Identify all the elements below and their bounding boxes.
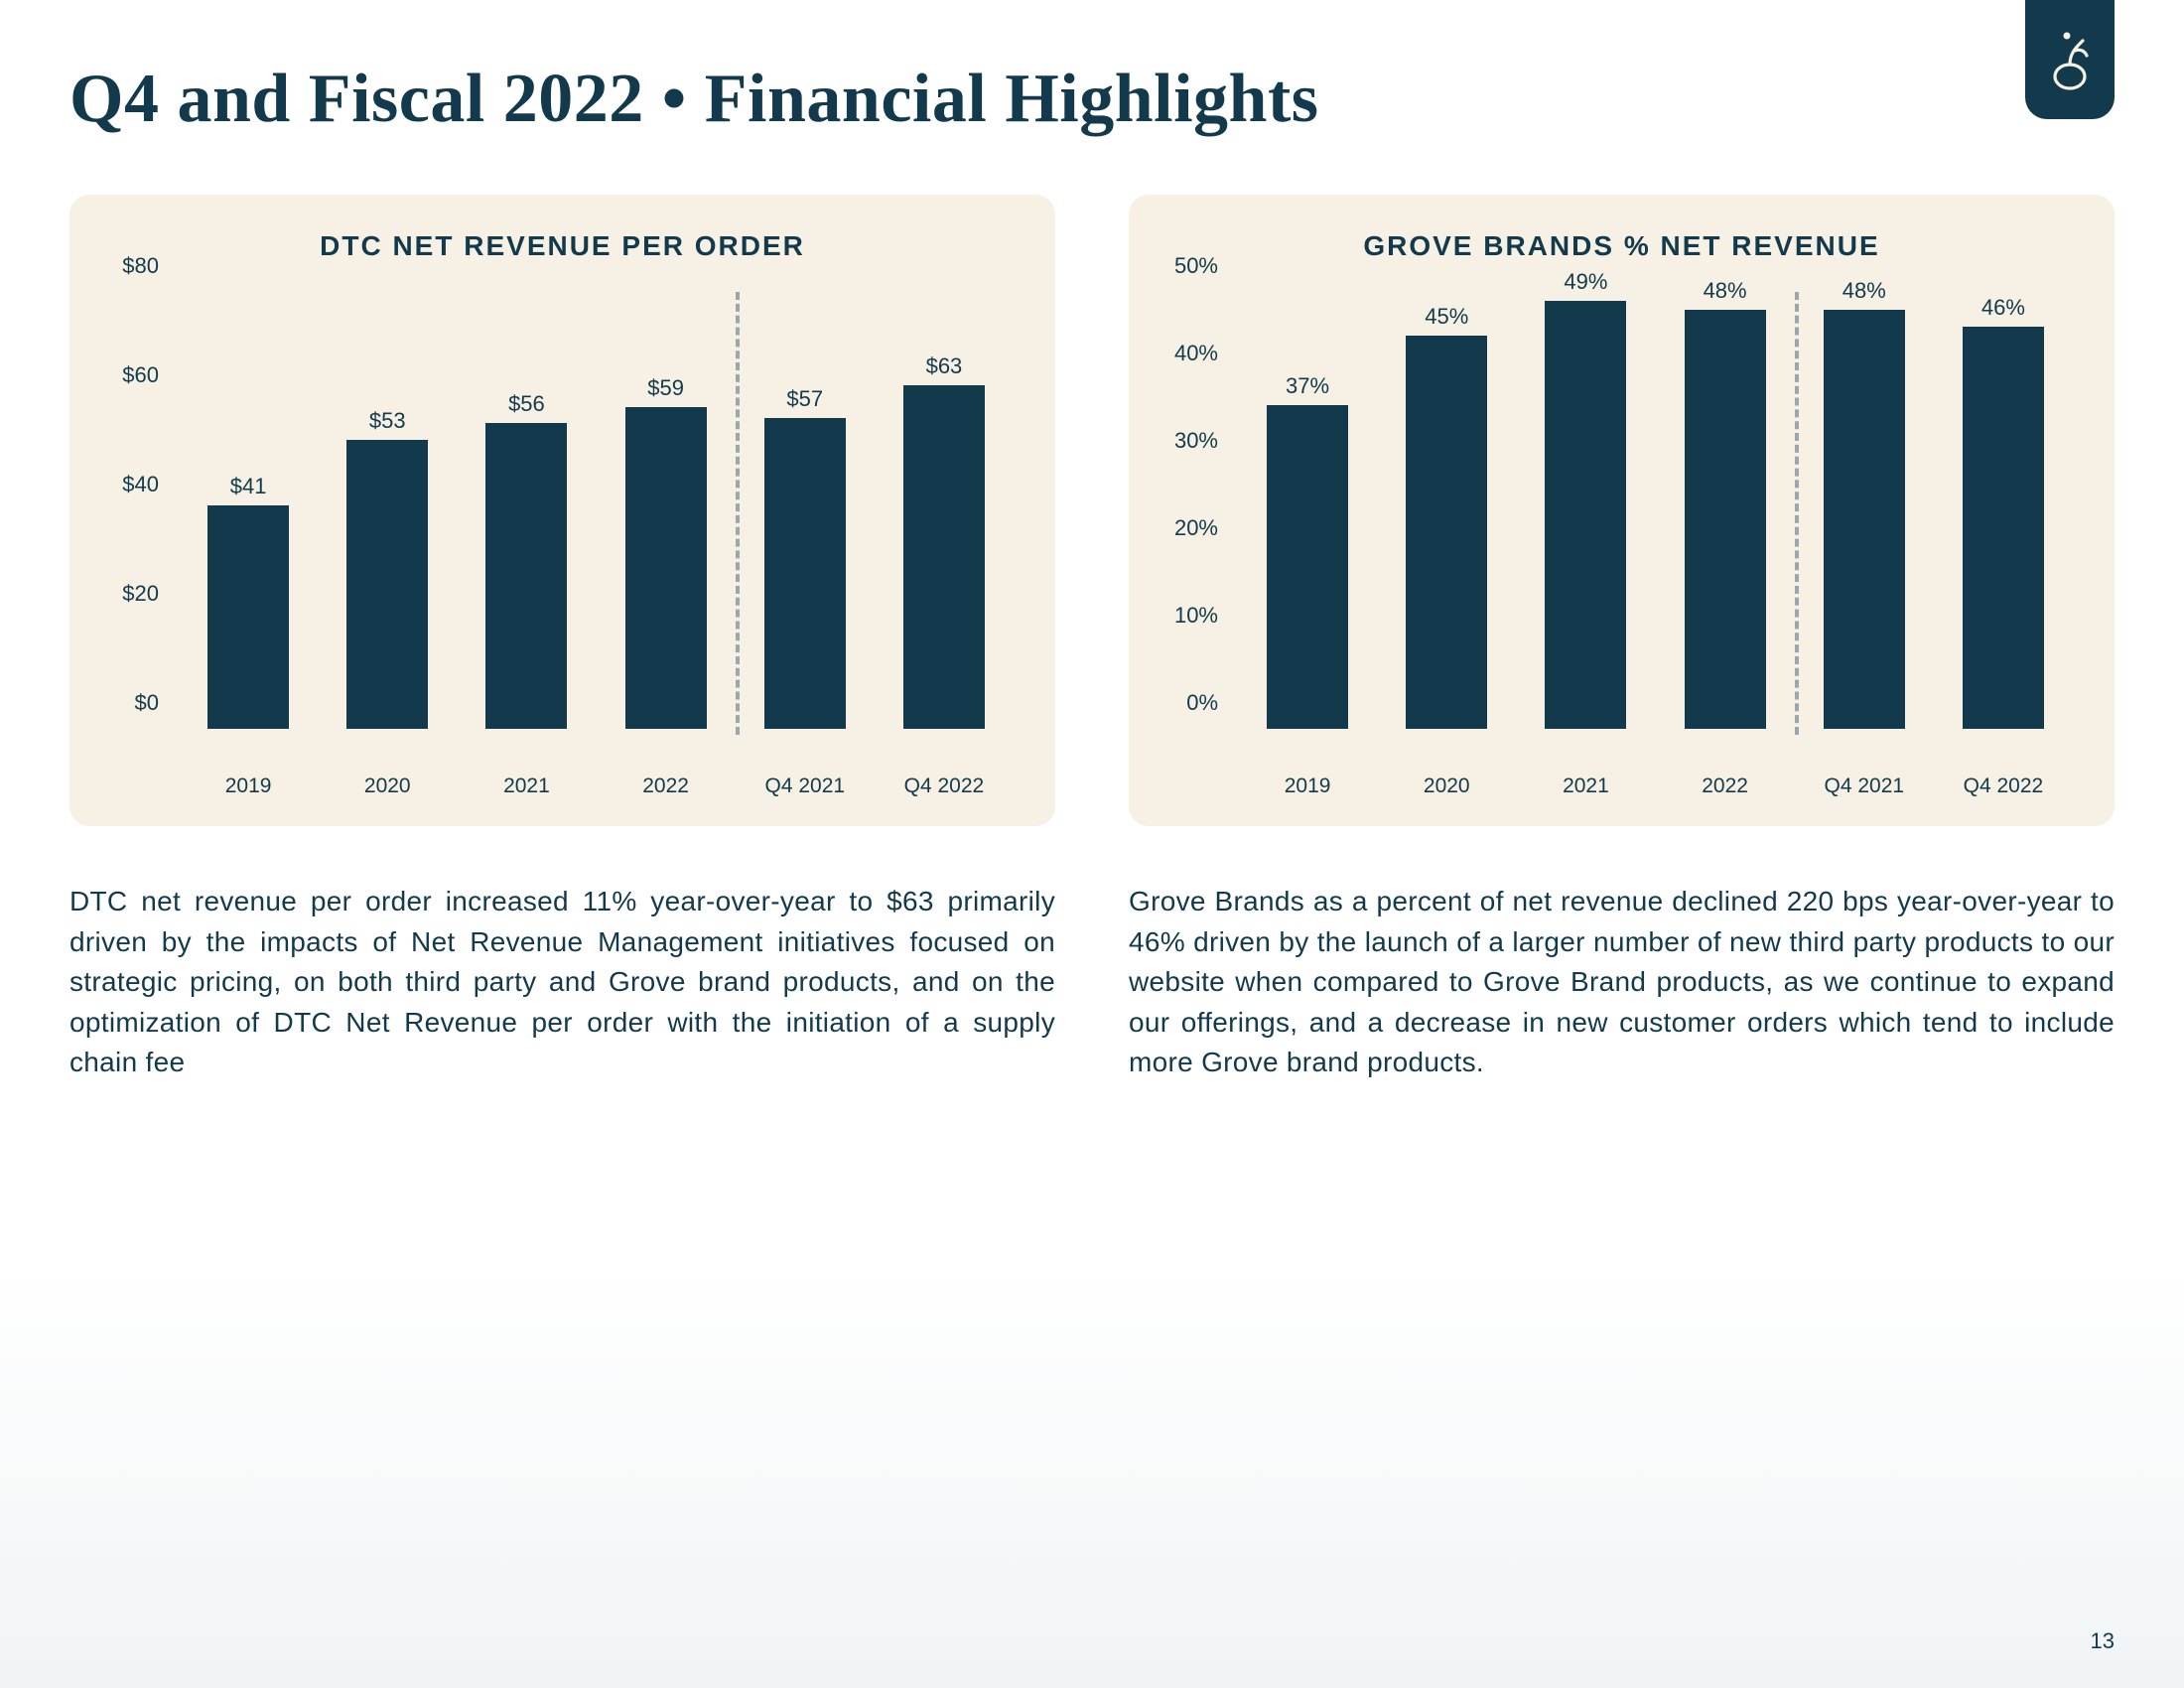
x-label: 2022: [597, 774, 736, 798]
bar-value-label: $63: [926, 353, 963, 379]
bar-slot: $53: [318, 292, 457, 729]
bar-value-label: $41: [230, 474, 267, 499]
x-label: Q4 2021: [1795, 774, 1934, 798]
x-label: 2019: [179, 774, 318, 798]
y-tick: 50%: [1174, 253, 1218, 279]
x-label: 2019: [1238, 774, 1377, 798]
bar-slot: 48%: [1656, 292, 1795, 729]
y-tick: 0%: [1186, 690, 1218, 716]
bar-value-label: 37%: [1286, 373, 1329, 399]
description-right: Grove Brands as a percent of net revenue…: [1129, 882, 2115, 1083]
chart-title-right: GROVE BRANDS % NET REVENUE: [1162, 230, 2081, 262]
y-tick: $40: [122, 472, 159, 497]
x-axis-left: 2019202020212022Q4 2021Q4 2022: [171, 774, 1022, 798]
bar: $63: [903, 385, 985, 730]
bar-slot: $57: [736, 292, 875, 729]
bar-value-label: $57: [786, 386, 823, 412]
x-label: 2021: [1516, 774, 1655, 798]
y-tick: 20%: [1174, 515, 1218, 541]
bar: $56: [485, 423, 567, 729]
bar-value-label: 48%: [1843, 278, 1886, 304]
bar: 46%: [1963, 327, 2044, 729]
x-label: Q4 2022: [1934, 774, 2073, 798]
page-number: 13: [2091, 1628, 2115, 1654]
description-left: DTC net revenue per order increased 11% …: [69, 882, 1055, 1083]
bar: $57: [764, 418, 846, 730]
bar-slot: 46%: [1934, 292, 2073, 729]
page-title: Q4 and Fiscal 2022 • Financial Highlight…: [69, 60, 1319, 139]
y-tick: $0: [135, 690, 159, 716]
y-tick: 30%: [1174, 428, 1218, 454]
bars-left: $41 $53 $56 $59 $57 $63: [171, 292, 1022, 729]
bar: 49%: [1545, 301, 1626, 729]
bar-slot: 37%: [1238, 292, 1377, 729]
bars-right: 37% 45% 49% 48% 48% 46%: [1230, 292, 2081, 729]
bar: $41: [207, 505, 289, 730]
bar-slot: 49%: [1516, 292, 1655, 729]
chart-title-left: DTC NET REVENUE PER ORDER: [103, 230, 1022, 262]
bar-value-label: $53: [369, 408, 406, 434]
y-tick: 40%: [1174, 341, 1218, 366]
bar-value-label: $59: [647, 375, 684, 401]
bar-value-label: 49%: [1564, 269, 1607, 295]
x-label: 2020: [1377, 774, 1516, 798]
x-label: 2020: [318, 774, 457, 798]
y-tick: $20: [122, 581, 159, 607]
x-label: Q4 2021: [736, 774, 875, 798]
chart-card-grove-brands: GROVE BRANDS % NET REVENUE 0% 10% 20% 30% 40…: [1129, 195, 2115, 826]
bar: $53: [346, 440, 428, 730]
x-label: Q4 2022: [875, 774, 1014, 798]
y-tick: $60: [122, 362, 159, 388]
bar-slot: 48%: [1795, 292, 1934, 729]
chart-card-dtc-revenue: DTC NET REVENUE PER ORDER $0 $20 $40 $60 $80…: [69, 195, 1055, 826]
x-label: 2022: [1656, 774, 1795, 798]
y-axis-right: 0%10%20%30%40%50%: [1162, 292, 1230, 729]
bar-value-label: 45%: [1425, 304, 1468, 330]
y-tick: 10%: [1174, 603, 1218, 629]
bar: $59: [625, 407, 707, 730]
grove-logo-icon: [2047, 27, 2093, 92]
bar-slot: 45%: [1377, 292, 1516, 729]
bar: 37%: [1267, 405, 1348, 729]
bar-slot: $56: [457, 292, 596, 729]
bar-value-label: 48%: [1704, 278, 1747, 304]
x-axis-right: 2019202020212022Q4 2021Q4 2022: [1230, 774, 2081, 798]
bar: 48%: [1685, 310, 1766, 729]
bar: 48%: [1824, 310, 1905, 729]
bar-slot: $63: [875, 292, 1014, 729]
bar: 45%: [1406, 336, 1487, 729]
bar-value-label: $56: [508, 391, 545, 417]
x-label: 2021: [457, 774, 596, 798]
y-axis-left: $0$20$40$60$80: [103, 292, 171, 729]
y-tick: $80: [122, 253, 159, 279]
bar-slot: $59: [597, 292, 736, 729]
brand-logo-badge: [2025, 0, 2115, 119]
bar-value-label: 46%: [1981, 295, 2025, 321]
bar-slot: $41: [179, 292, 318, 729]
